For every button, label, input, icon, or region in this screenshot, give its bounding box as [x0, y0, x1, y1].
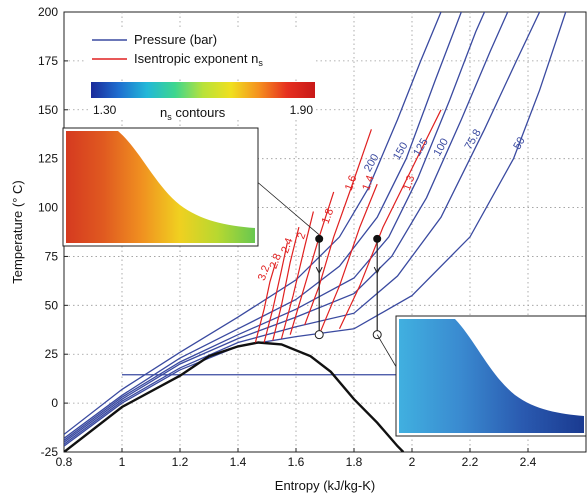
y-tick-label: 200 [38, 5, 58, 19]
ns-contour [318, 183, 378, 335]
x-tick-label: 1 [119, 455, 126, 469]
legend-subscript: s [258, 58, 263, 68]
y-tick-label: 25 [45, 347, 59, 361]
y-tick-label: 175 [38, 54, 58, 68]
ns-contour-label: 3.2 [256, 264, 273, 282]
x-tick-label: 1.8 [346, 455, 363, 469]
y-tick-label: 50 [45, 298, 59, 312]
colorbar-title-subscript: s [167, 112, 172, 122]
ns-contour-label: 1.4 [360, 174, 377, 192]
process-start-marker [373, 234, 382, 243]
pressure-line [64, 12, 509, 443]
y-tick-label: 100 [38, 201, 58, 215]
y-tick-label: -25 [41, 445, 59, 459]
saturation-dome [64, 341, 405, 452]
y-axis-title: Temperature (° C) [10, 180, 25, 283]
x-tick-label: 2 [409, 455, 416, 469]
x-tick-label: 1.2 [172, 455, 189, 469]
colorbar-max-label: 1.90 [290, 103, 314, 117]
y-tick-label: 125 [38, 152, 58, 166]
x-tick-label: 0.8 [56, 455, 73, 469]
ns-contour [263, 242, 288, 343]
legend-entry-label: Pressure (bar) [134, 32, 217, 47]
x-tick-label: 2.4 [520, 455, 537, 469]
legend-background [86, 28, 316, 78]
ns-contour [289, 191, 335, 335]
y-tick-label: 150 [38, 103, 58, 117]
ns-contour-label: 1.3 [401, 174, 418, 192]
pressure-label: 50 [511, 135, 528, 152]
ns-contour-label: 1.6 [343, 174, 360, 192]
pressure-line [64, 12, 462, 439]
colorbar-min-label: 1.30 [93, 103, 117, 117]
ns-contour-label: 1.8 [320, 207, 337, 225]
ns-contour [338, 109, 442, 330]
colorbar-title-rest: contours [172, 105, 226, 120]
x-tick-label: 2.2 [462, 455, 479, 469]
pressure-line [64, 12, 567, 447]
ns-contour-label: 2.4 [279, 236, 296, 254]
ns-contour-label: 2.8 [268, 252, 285, 270]
pressure-line [64, 12, 541, 445]
x-tick-label: 1.4 [230, 455, 247, 469]
y-tick-label: 0 [51, 396, 58, 410]
colorbar [91, 82, 315, 98]
x-tick-label: 1.6 [288, 455, 305, 469]
pressure-line [64, 12, 486, 441]
x-axis-title: Entropy (kJ/kg-K) [275, 478, 375, 493]
process-end-marker [314, 330, 324, 340]
ns-contour [254, 262, 277, 343]
ns-contour [272, 226, 300, 341]
pressure-line [64, 12, 442, 435]
colorbar-label-background [90, 98, 316, 120]
y-tick-label: 75 [45, 249, 59, 263]
inset-top-left-field [66, 131, 255, 243]
ns-contour [304, 129, 372, 326]
process-arrow [315, 266, 323, 275]
inset-leader-line [376, 334, 399, 371]
legend-entry-label: Isentropic exponent ns [134, 51, 263, 68]
ns-contour [280, 211, 314, 339]
inset-leader-line [254, 179, 320, 236]
ns-contour-label: 2 [295, 231, 308, 241]
process-start-marker [315, 234, 324, 243]
colorbar-title: ns contours [160, 105, 226, 122]
inset-bottom-right-field [399, 319, 584, 433]
process-arrow [373, 266, 381, 275]
legend: Pressure (bar) Isentropic exponent ns [86, 28, 316, 78]
